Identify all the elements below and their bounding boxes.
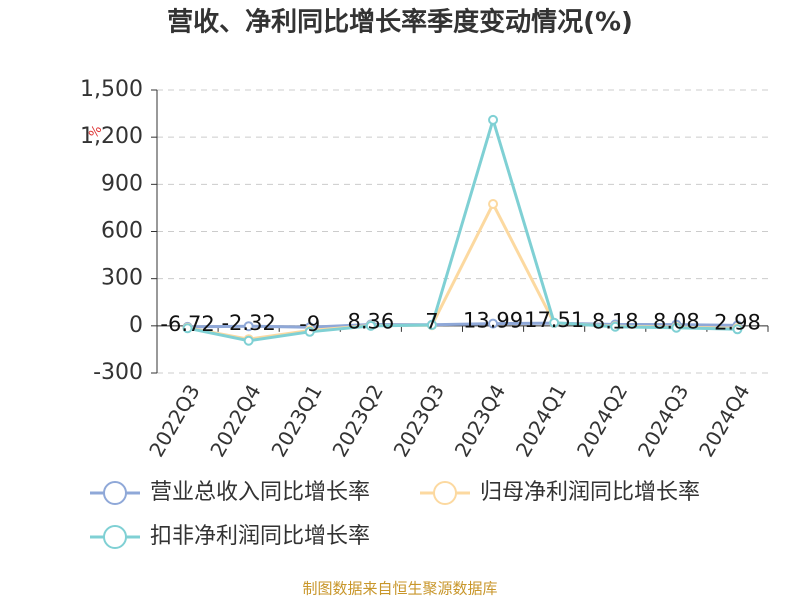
legend-label: 营业总收入同比增长率 bbox=[150, 480, 370, 505]
data-label: 8.08 bbox=[653, 310, 700, 334]
point bbox=[488, 198, 499, 209]
y-tick-label: 600 bbox=[101, 219, 143, 244]
y-tick-label: 1,200 bbox=[80, 124, 143, 149]
point bbox=[304, 326, 315, 337]
data-label: -2.32 bbox=[221, 311, 275, 335]
point bbox=[426, 320, 437, 331]
legend-label: 扣非净利润同比增长率 bbox=[150, 524, 370, 549]
point bbox=[182, 323, 193, 334]
legend-marker bbox=[103, 525, 127, 549]
point bbox=[488, 114, 499, 125]
source: 制图数据来自恒生聚源数据库 bbox=[302, 580, 497, 598]
x-tick-label: 2023Q1 bbox=[266, 380, 326, 461]
point bbox=[671, 322, 682, 333]
point bbox=[365, 320, 376, 331]
x-tick-label: 2024Q1 bbox=[511, 380, 571, 461]
chart-title: 营收、净利同比增长率季度变动情况(%) bbox=[167, 7, 633, 38]
data-label: -9 bbox=[299, 312, 320, 336]
point bbox=[243, 321, 254, 332]
data-label: 8.18 bbox=[592, 310, 639, 334]
data-label: -6.72 bbox=[160, 312, 214, 336]
series-line bbox=[187, 321, 738, 329]
data-label: 2.98 bbox=[714, 310, 761, 334]
point bbox=[488, 318, 499, 329]
data-label: 8.36 bbox=[347, 310, 394, 334]
y-tick-label: 300 bbox=[101, 266, 143, 291]
point bbox=[732, 324, 743, 335]
x-tick-label: 2022Q4 bbox=[205, 380, 265, 461]
series-line bbox=[187, 114, 738, 343]
y-tick-label: 900 bbox=[101, 171, 143, 196]
data-label: 17.51 bbox=[524, 308, 584, 332]
data-label: 13.99 bbox=[463, 309, 523, 333]
x-tick-label: 2023Q4 bbox=[450, 380, 510, 461]
x-tick-label: 2022Q3 bbox=[144, 380, 204, 461]
x-tick-label: 2024Q3 bbox=[633, 380, 693, 461]
x-tick-label: 2023Q3 bbox=[389, 380, 449, 461]
y-tick-label: 1,500 bbox=[80, 77, 143, 102]
point bbox=[610, 321, 621, 332]
x-tick-label: 2024Q2 bbox=[572, 380, 632, 461]
legend-marker bbox=[433, 481, 457, 505]
legend-label: 归母净利润同比增长率 bbox=[480, 480, 700, 505]
data-label: 7 bbox=[425, 310, 438, 334]
legend-marker bbox=[103, 481, 127, 505]
y-tick-label: -300 bbox=[93, 360, 143, 385]
x-tick-label: 2023Q2 bbox=[327, 380, 387, 461]
point bbox=[549, 317, 560, 328]
y-tick-label: 0 bbox=[129, 313, 143, 338]
point bbox=[243, 335, 254, 346]
x-tick-label: 2024Q4 bbox=[694, 380, 754, 461]
